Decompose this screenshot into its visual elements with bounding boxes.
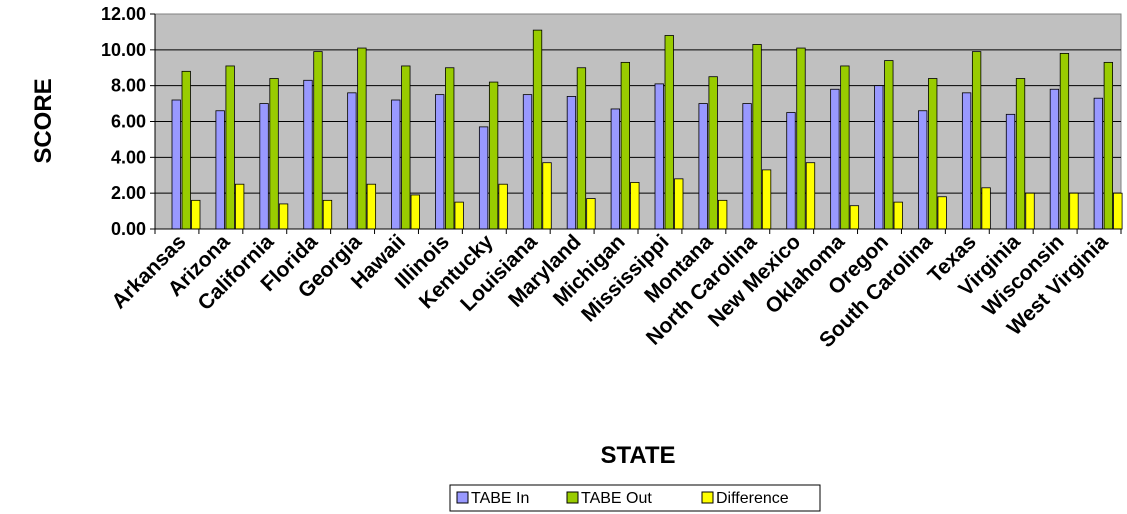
bar-tabe-in	[830, 88, 840, 230]
y-tick-label: 4.00	[111, 147, 146, 167]
bar-tabe-in	[259, 103, 269, 230]
bar-tabe-out	[620, 61, 630, 230]
x-axis: ArkansasArizonaCaliforniaFloridaGeorgiaH…	[107, 228, 1122, 352]
bar-tabe-in	[1005, 113, 1016, 230]
bar-tabe-out	[357, 47, 367, 230]
y-tick-label: 6.00	[111, 112, 146, 132]
bar-tabe-out	[181, 70, 191, 230]
y-tick-label: 12.00	[101, 4, 146, 24]
bar-difference	[1113, 192, 1123, 230]
legend-swatch	[456, 491, 469, 504]
bar-difference	[761, 169, 772, 230]
bar-tabe-in	[435, 94, 445, 230]
bar-tabe-in	[391, 99, 401, 230]
bar-tabe-out	[664, 35, 674, 230]
bar-tabe-in	[654, 83, 664, 230]
bar-tabe-in	[918, 110, 928, 230]
bar-difference	[981, 187, 991, 230]
legend-swatch	[566, 491, 579, 504]
bar-tabe-out	[840, 65, 850, 230]
bar-difference	[630, 182, 640, 230]
legend-swatch	[701, 491, 714, 504]
y-axis: 0.00 2.00 4.00 6.00 8.00 10.00 12.00	[101, 4, 156, 239]
bar-tabe-out	[313, 51, 323, 230]
bar-difference	[1069, 192, 1079, 230]
bar-tabe-in	[215, 110, 225, 230]
bar-tabe-out	[928, 78, 938, 230]
bar-difference	[191, 199, 201, 230]
bar-tabe-in	[610, 108, 620, 230]
bar-tabe-out	[225, 65, 235, 230]
bar-tabe-out	[488, 81, 499, 230]
bar-difference	[849, 205, 860, 230]
bar-tabe-in	[786, 112, 796, 230]
bar-difference	[718, 199, 728, 230]
y-tick-label: 0.00	[111, 219, 146, 239]
bar-difference	[366, 183, 377, 230]
bar-difference	[278, 203, 289, 230]
bar-tabe-out	[269, 78, 279, 230]
x-axis-title: STATE	[600, 442, 675, 469]
bar-tabe-in	[303, 79, 313, 230]
bar-tabe-in	[522, 94, 533, 230]
bar-tabe-out	[1103, 61, 1113, 230]
legend-label: TABE In	[471, 490, 529, 507]
bar-tabe-in	[171, 99, 181, 230]
y-tick-label: 2.00	[111, 183, 146, 203]
bar-tabe-in	[742, 103, 752, 230]
bar-tabe-in	[566, 96, 577, 230]
bar-tabe-in	[698, 103, 708, 230]
bar-tabe-in	[478, 126, 489, 230]
bar-tabe-out	[796, 47, 806, 230]
legend-label: TABE Out	[581, 490, 652, 507]
bar-tabe-in	[961, 92, 972, 230]
bar-difference	[1025, 192, 1035, 230]
bar-tabe-out	[971, 51, 982, 230]
bar-tabe-out	[752, 44, 762, 230]
bar-tabe-in	[1049, 88, 1060, 230]
bar-difference	[322, 199, 333, 230]
bar-difference	[235, 183, 245, 230]
bar-tabe-out	[532, 29, 543, 230]
bar-difference	[674, 178, 684, 230]
bar-tabe-out	[884, 60, 894, 230]
y-tick-label: 8.00	[111, 76, 146, 96]
bar-tabe-in	[874, 85, 884, 230]
legend: TABE In TABE Out Difference	[449, 484, 821, 512]
bar-difference	[586, 198, 596, 230]
bars	[171, 29, 1123, 230]
bar-difference	[893, 201, 903, 230]
bar-tabe-out	[401, 65, 411, 230]
bar-tabe-out	[576, 67, 587, 230]
bar-difference	[937, 196, 947, 230]
bar-difference	[498, 183, 508, 230]
bar-difference	[542, 162, 552, 230]
y-tick-label: 10.00	[101, 40, 146, 60]
bar-difference	[805, 162, 816, 230]
bar-tabe-out	[1015, 78, 1026, 230]
bar-tabe-out	[445, 67, 455, 230]
legend-label: Difference	[716, 490, 789, 507]
bar-tabe-in	[347, 92, 357, 230]
bar-tabe-in	[1093, 97, 1103, 230]
bar-difference	[454, 201, 464, 230]
bar-tabe-out	[708, 76, 718, 230]
bar-tabe-out	[1059, 53, 1070, 230]
y-axis-title: SCORE	[30, 78, 57, 163]
bar-difference	[410, 194, 420, 230]
legend-box	[449, 484, 821, 512]
